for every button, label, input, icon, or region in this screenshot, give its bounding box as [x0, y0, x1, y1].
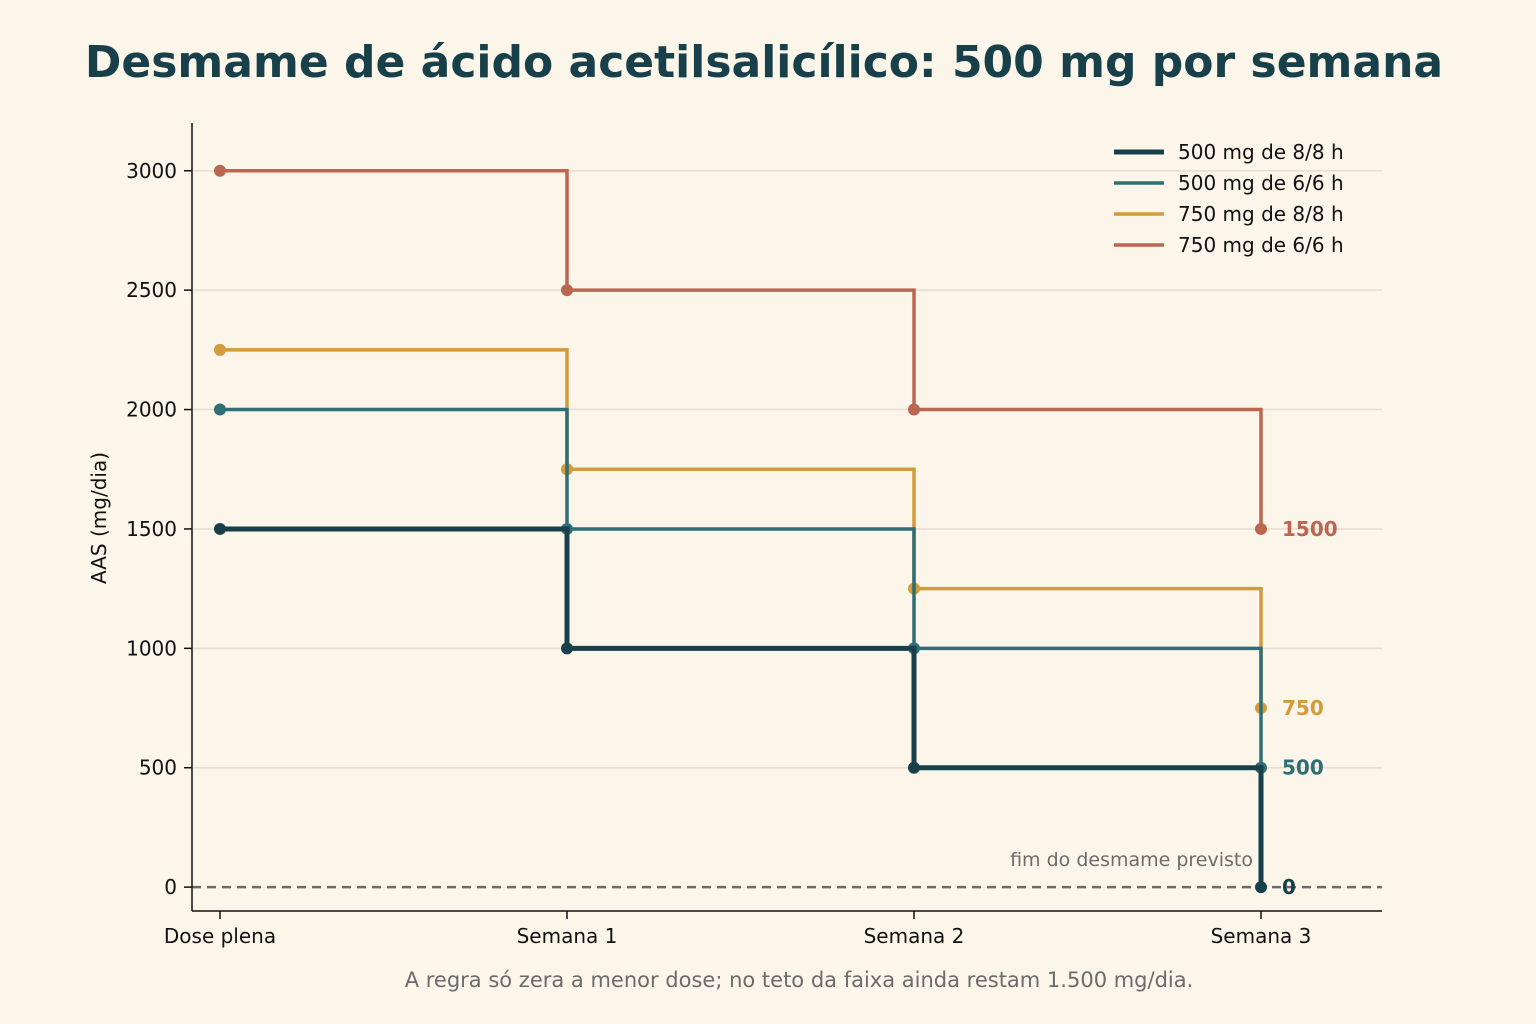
legend-label: 500 mg de 8/8 h — [1178, 140, 1344, 164]
x-tick-label: Dose plena — [164, 924, 276, 948]
end-value-label: 0 — [1282, 875, 1296, 899]
x-tick-label: Semana 1 — [517, 924, 618, 948]
series-3: 750 — [214, 343, 1324, 720]
legend-label: 750 mg de 8/8 h — [1178, 202, 1344, 226]
y-tick-label: 2500 — [126, 278, 177, 302]
y-tick-label: 500 — [139, 756, 177, 780]
footnote: A regra só zera a menor dose; no teto da… — [405, 968, 1194, 992]
y-tick-label: 0 — [164, 875, 177, 899]
end-value-label: 750 — [1282, 696, 1324, 720]
data-point — [908, 761, 920, 774]
y-axis-label: AAS (mg/dia) — [87, 452, 111, 584]
series-4: 1500 — [214, 164, 1338, 541]
data-point — [1255, 522, 1267, 535]
legend-label: 750 mg de 6/6 h — [1178, 233, 1344, 257]
reference-line: fim do desmame previsto — [192, 849, 1382, 889]
end-value-label: 1500 — [1282, 517, 1338, 541]
data-point — [1255, 881, 1267, 894]
y-tick-label: 2000 — [126, 398, 177, 422]
series-line — [220, 526, 1264, 888]
data-point — [561, 642, 573, 655]
data-point — [561, 284, 573, 297]
legend-item: 750 mg de 6/6 h — [1114, 233, 1344, 257]
reference-line-label: fim do desmame previsto — [1010, 849, 1253, 871]
series-1: 0 — [214, 522, 1296, 899]
data-point — [214, 164, 226, 177]
legend-item: 500 mg de 6/6 h — [1114, 171, 1344, 195]
end-value-label: 500 — [1282, 756, 1324, 780]
series-line — [220, 348, 1263, 709]
y-tick-label: 1000 — [126, 636, 177, 660]
legend-label: 500 mg de 6/6 h — [1178, 171, 1344, 195]
chart-title: Desmame de ácido acetilsalicílico: 500 m… — [85, 37, 1443, 88]
data-point — [214, 343, 226, 356]
series-group: 1500 750 500 0 — [214, 164, 1338, 899]
series-line — [220, 407, 1263, 768]
legend-item: 500 mg de 8/8 h — [1114, 140, 1344, 164]
x-tick-label: Semana 2 — [864, 924, 965, 948]
data-point — [214, 522, 226, 535]
axes: 0 500 1000 1500 2000 2500 3000 Dose plena Semana… — [126, 123, 1382, 948]
series-line — [220, 169, 1263, 529]
series-2: 500 — [214, 403, 1324, 780]
y-tick-label: 1500 — [126, 517, 177, 541]
legend: 500 mg de 8/8 h 500 mg de 6/6 h 750 mg de … — [1114, 140, 1344, 257]
legend-item: 750 mg de 8/8 h — [1114, 202, 1344, 226]
data-point — [214, 403, 226, 416]
y-tick-label: 3000 — [126, 159, 177, 183]
data-point — [908, 403, 920, 416]
x-tick-label: Semana 3 — [1211, 924, 1312, 948]
